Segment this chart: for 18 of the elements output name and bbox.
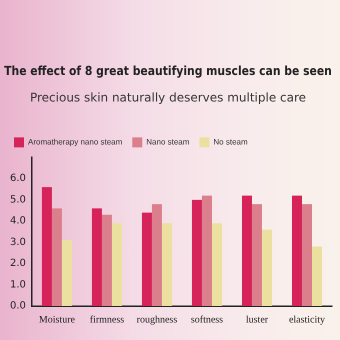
legend-label: No steam [213,138,248,147]
x-tick-label: elasticity [288,314,326,326]
y-tick-label: 2.0 [10,258,26,270]
y-tick-label: 6.0 [10,173,26,184]
chart-subtitle: Precious skin naturally deserves multiple care [30,90,306,104]
chart-title: The effect of 8 great beautifying muscles can be seen [4,62,332,78]
y-tick-label: 0.0 [10,300,26,312]
x-tick-label: softness [190,314,224,326]
y-tick-label: 5.0 [10,194,26,206]
x-tick-label: roughness [136,314,178,326]
y-tick-label: 3.0 [10,236,26,248]
x-tick-label: firmness [90,314,124,326]
legend-label: Aromatherapy nano steam [28,138,123,147]
legend-label: Nano steam [146,138,190,147]
x-tick-label: luster [246,314,269,326]
y-tick-label: 4.0 [10,216,26,227]
x-tick-label: Moisture [38,314,76,326]
y-tick-label: 1.0 [10,279,26,290]
